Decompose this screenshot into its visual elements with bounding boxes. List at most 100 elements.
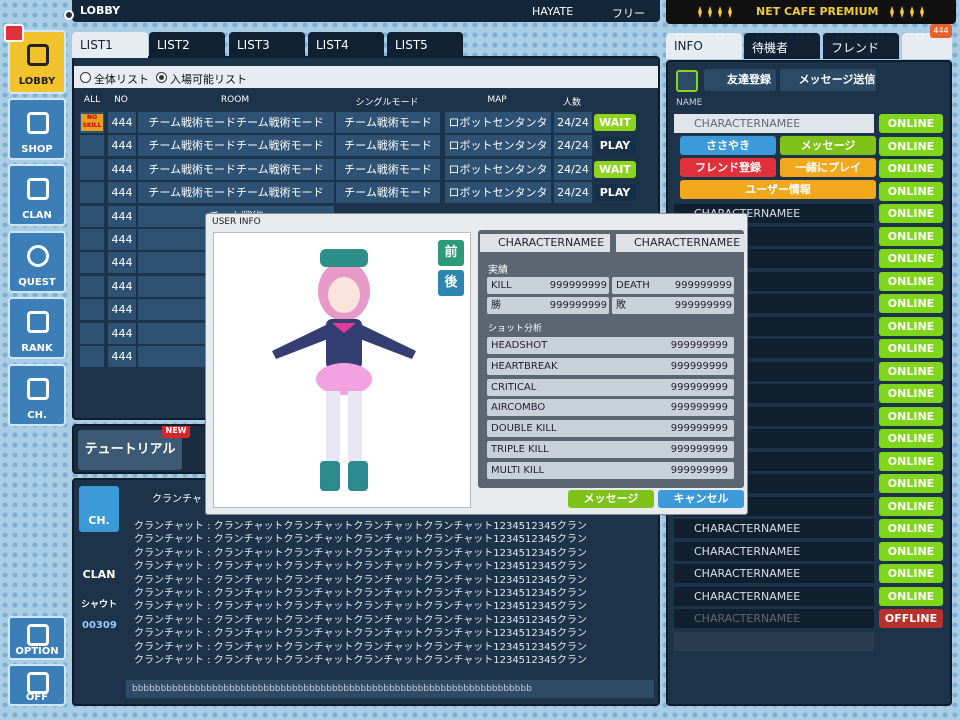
player-status: ONLINE bbox=[879, 451, 943, 471]
sidebar-button[interactable]: QUEST bbox=[8, 231, 66, 293]
front-button[interactable]: 前 bbox=[438, 240, 464, 266]
list-tab[interactable]: LIST1 bbox=[72, 32, 148, 58]
record-value: 999999999 bbox=[549, 300, 607, 311]
analysis-value: 999999999 bbox=[670, 360, 728, 372]
radio[interactable] bbox=[156, 72, 167, 83]
list-tab[interactable]: LIST3 bbox=[229, 32, 305, 58]
no-skill-badge: NO SKILL bbox=[81, 114, 103, 131]
filter-label[interactable]: 入場可能リスト bbox=[170, 73, 247, 86]
chat-shout-tab[interactable]: シャウト bbox=[80, 600, 117, 610]
room-map[interactable]: ロボットセンタンタ bbox=[445, 135, 551, 157]
room-state[interactable]: WAIT bbox=[594, 114, 636, 131]
room-map[interactable]: ロボットセンタンタ bbox=[445, 112, 551, 133]
sidebar-icon bbox=[27, 311, 49, 333]
chat-input[interactable]: bbbbbbbbbbbbbbbbbbbbbbbbbbbbbbbbbbbbbbbb… bbox=[126, 680, 654, 698]
room-room[interactable]: チーム戦術モードチーム戦術モード bbox=[138, 182, 334, 204]
room-no[interactable]: 444 bbox=[108, 229, 136, 250]
sidebar-icon bbox=[27, 624, 49, 646]
sidebar-button[interactable]: RANK bbox=[8, 297, 66, 359]
friend-tab[interactable]: フレンド bbox=[823, 33, 899, 59]
chat-line: クランチャット : クランチャットクランチャットクランチャットクランチャット12… bbox=[134, 614, 587, 626]
add-friend-button[interactable]: 友達登録 bbox=[704, 69, 776, 91]
room-mode[interactable]: チーム戦術モード bbox=[336, 112, 440, 133]
room-no[interactable]: 444 bbox=[108, 299, 136, 321]
player-menu-button[interactable]: メッセージ bbox=[780, 136, 876, 155]
player-name[interactable]: CHARACTERNAMEE bbox=[674, 564, 874, 583]
room-no[interactable]: 444 bbox=[108, 346, 136, 367]
chat-line: クランチャット : クランチャットクランチャットクランチャットクランチャット12… bbox=[134, 521, 587, 532]
room-state[interactable]: WAIT bbox=[594, 160, 636, 178]
room-count[interactable]: 24/24 bbox=[554, 112, 592, 133]
sidebar-button[interactable]: SHOP bbox=[8, 98, 66, 160]
player-name[interactable]: CHARACTERNAMEE bbox=[674, 541, 874, 561]
room-map[interactable]: ロボットセンタンタ bbox=[445, 158, 551, 180]
analysis-cell: DOUBLE KILL bbox=[487, 420, 734, 438]
shout-counter: 00309 bbox=[82, 620, 117, 631]
column-header[interactable]: シングルモード bbox=[355, 98, 419, 108]
filter-label[interactable]: 全体リスト bbox=[94, 73, 149, 86]
player-name[interactable]: CHARACTERNAMEE bbox=[674, 114, 874, 133]
room-room[interactable]: チーム戦術モードチーム戦術モード bbox=[138, 135, 334, 157]
friend-tab[interactable]: INFO bbox=[666, 33, 742, 59]
player-menu-button[interactable]: ユーザー情報 bbox=[680, 180, 876, 199]
player-status: ONLINE bbox=[879, 249, 943, 268]
room-no[interactable]: 444 bbox=[108, 275, 136, 297]
sidebar-button[interactable]: OPTION bbox=[8, 616, 66, 660]
room-state[interactable]: PLAY bbox=[594, 184, 636, 202]
player-menu-button[interactable]: フレンド登録 bbox=[680, 158, 776, 177]
message-button[interactable]: メッセージ bbox=[568, 490, 654, 508]
room-no[interactable]: 444 bbox=[108, 252, 136, 274]
room-no[interactable]: 444 bbox=[108, 182, 136, 204]
back-button[interactable]: 後 bbox=[438, 270, 464, 296]
chat-ch-tab[interactable]: CH. bbox=[79, 486, 119, 532]
friend-tab[interactable]: 待機者 bbox=[744, 33, 820, 59]
room-count[interactable]: 24/24 bbox=[554, 182, 592, 204]
sidebar-button[interactable]: CLAN bbox=[8, 164, 66, 226]
sidebar-button[interactable]: OFF bbox=[8, 664, 66, 706]
player-name[interactable]: CHARACTERNAMEE bbox=[674, 609, 874, 628]
room-no[interactable]: 444 bbox=[108, 158, 136, 180]
list-tab[interactable]: LIST4 bbox=[308, 32, 384, 58]
radio[interactable] bbox=[80, 72, 91, 83]
analysis-cell: CRITICAL bbox=[487, 378, 734, 396]
room-room[interactable]: チーム戦術モードチーム戦術モード bbox=[138, 158, 334, 180]
refresh-button[interactable] bbox=[676, 70, 698, 92]
room-state[interactable]: PLAY bbox=[594, 137, 636, 155]
message-send-button[interactable]: メッセージ送信 bbox=[780, 69, 876, 91]
player-status: ONLINE bbox=[879, 114, 943, 133]
premium-stars bbox=[698, 6, 924, 18]
room-count[interactable]: 24/24 bbox=[554, 158, 592, 180]
player-status: ONLINE bbox=[879, 294, 943, 313]
player-menu-button[interactable]: 一緒にプレイ bbox=[780, 158, 876, 177]
room-room[interactable]: チーム戦術モードチーム戦術モード bbox=[138, 112, 334, 133]
gift-icon[interactable] bbox=[4, 24, 24, 42]
room-no[interactable]: 444 bbox=[108, 205, 136, 227]
character-name: CHARACTERNAMEE bbox=[480, 234, 610, 252]
row-icon-cell bbox=[80, 346, 104, 367]
chat-clan-tab[interactable]: CLAN bbox=[82, 568, 116, 581]
room-mode[interactable]: チーム戦術モード bbox=[336, 135, 440, 157]
player-name[interactable]: CHARACTERNAMEE bbox=[674, 586, 874, 606]
radio[interactable] bbox=[64, 10, 74, 20]
room-map[interactable]: ロボットセンタンタ bbox=[445, 182, 551, 204]
player-name[interactable]: CHARACTERNAMEE bbox=[674, 519, 874, 538]
analysis-title: ショット分析 bbox=[488, 324, 543, 334]
list-tab[interactable]: LIST2 bbox=[149, 32, 225, 58]
list-bg bbox=[74, 66, 658, 88]
analysis-cell: AIRCOMBO bbox=[487, 399, 734, 417]
room-no[interactable]: 444 bbox=[108, 322, 136, 344]
room-mode[interactable]: チーム戦術モード bbox=[336, 158, 440, 180]
chat-channel: クランチャ bbox=[152, 494, 202, 505]
player-menu-button[interactable]: ささやき bbox=[680, 136, 776, 155]
room-no[interactable]: 444 bbox=[108, 112, 136, 133]
room-mode[interactable]: チーム戦術モード bbox=[336, 182, 440, 204]
chat-panel: CH. CLAN シャウト 00309 クランチャ bbbbbbbbbbbbbb… bbox=[72, 478, 660, 706]
room-no[interactable]: 444 bbox=[108, 135, 136, 157]
sidebar-button[interactable]: CH. bbox=[8, 364, 66, 426]
record-title: 実績 bbox=[488, 265, 508, 276]
room-count[interactable]: 24/24 bbox=[554, 135, 592, 157]
list-tab[interactable]: LIST5 bbox=[387, 32, 463, 58]
cancel-button[interactable]: キャンセル bbox=[658, 490, 744, 508]
player-status: ONLINE bbox=[879, 226, 943, 246]
